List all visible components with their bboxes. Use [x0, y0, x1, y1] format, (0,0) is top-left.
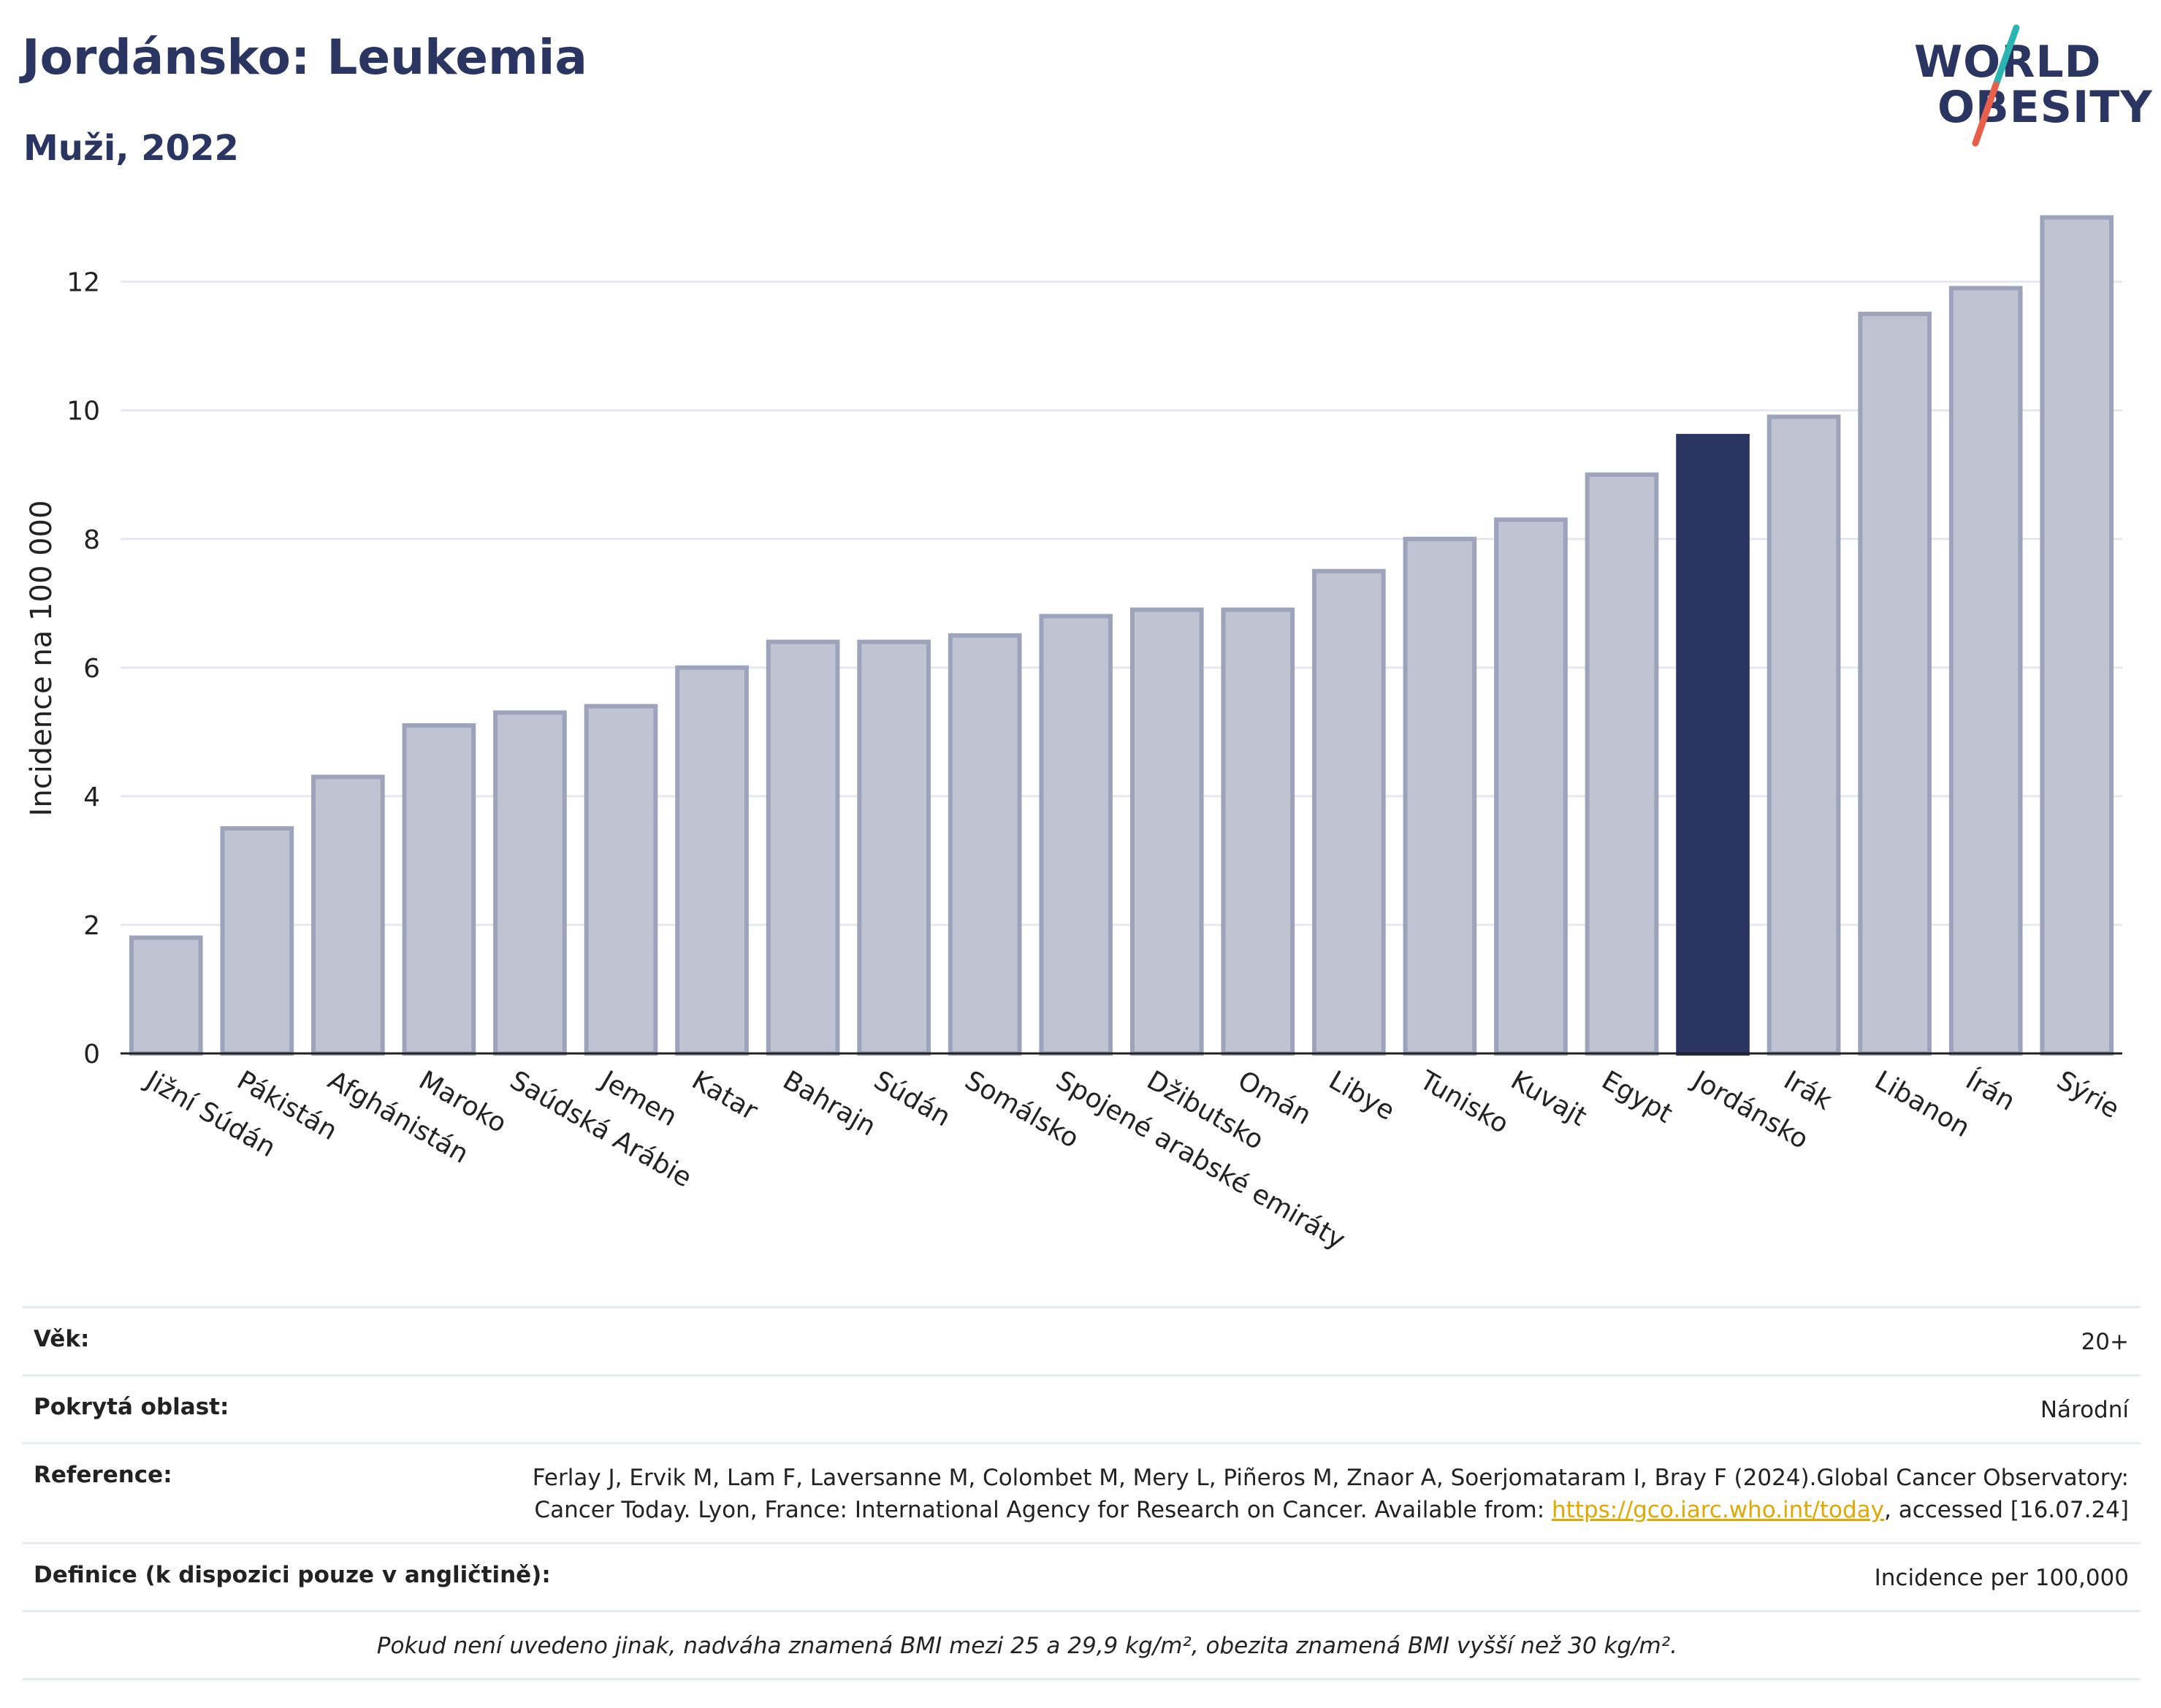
- info-row-area: Pokrytá oblast: Národní: [22, 1374, 2141, 1442]
- bar: [402, 723, 476, 1056]
- bar: [1221, 607, 1295, 1056]
- reference-label: Reference:: [34, 1462, 172, 1488]
- reference-tail: , accessed [16.07.24]: [1883, 1497, 2129, 1523]
- area-value: Národní: [2040, 1397, 2129, 1423]
- bmi-note: Pokud není uvedeno jinak, nadváha znamen…: [376, 1633, 1677, 1659]
- bar: [1948, 286, 2023, 1056]
- bar: [311, 774, 385, 1056]
- info-table: Věk: 20+ Pokrytá oblast: Národní Referen…: [22, 1306, 2141, 1680]
- age-label: Věk:: [34, 1326, 90, 1352]
- bar: [1039, 614, 1113, 1056]
- world-obesity-logo: WORLD OBESITY: [1914, 22, 2152, 153]
- bar: [857, 639, 931, 1056]
- bar: [675, 665, 749, 1056]
- y-tick-label: 2: [83, 911, 100, 941]
- reference-link[interactable]: https://gco.iarc.who.int/today: [1552, 1497, 1884, 1523]
- bar: [1494, 517, 1568, 1056]
- bar: [1858, 311, 1932, 1056]
- x-tick-label: Libanon: [1870, 1065, 1975, 1143]
- bar: [1403, 536, 1477, 1056]
- x-tick-label: Egypt: [1597, 1065, 1677, 1129]
- y-tick-label: 8: [83, 525, 100, 555]
- y-tick-label: 12: [66, 268, 100, 298]
- info-row-age: Věk: 20+: [22, 1306, 2141, 1374]
- bar: [948, 633, 1022, 1056]
- logo-line2: OBESITY: [1937, 82, 2153, 133]
- x-tick-labels: Jižní SúdánPákistánAfghánistánMarokoSaúd…: [140, 1064, 2124, 1255]
- x-tick-label: Írán: [1961, 1064, 2021, 1117]
- x-tick-label: Tunisko: [1414, 1065, 1514, 1140]
- info-row-definition: Definice (k dispozici pouze v angličtině…: [22, 1542, 2141, 1610]
- y-tick-labels: 0 2 4 6 8 10 12: [66, 268, 100, 1070]
- x-tick-label: Bahrajn: [778, 1065, 881, 1142]
- bars: [129, 215, 2114, 1056]
- x-tick-label: Kuvajt: [1506, 1065, 1592, 1132]
- bar: [766, 639, 840, 1056]
- bar: [129, 935, 203, 1056]
- definition-label: Definice (k dispozici pouze v angličtině…: [34, 1562, 551, 1588]
- x-tick-label: Libye: [1324, 1065, 1400, 1126]
- y-axis-label: Incidence na 100 000: [25, 500, 58, 817]
- area-label: Pokrytá oblast:: [34, 1394, 229, 1420]
- age-value: 20+: [2081, 1329, 2129, 1355]
- bar: [1766, 414, 1841, 1056]
- bar: [1585, 472, 1659, 1056]
- bar: [493, 710, 567, 1056]
- bar-highlighted: [1676, 433, 1750, 1056]
- x-tick-label: Katar: [687, 1065, 763, 1126]
- bar: [1129, 607, 1204, 1056]
- page-subtitle: Muži, 2022: [23, 128, 239, 169]
- bar: [2040, 215, 2114, 1056]
- bar-chart: 0 2 4 6 8 10 12 Jižní SúdánPákistánAfghánistán…: [25, 215, 2124, 1256]
- bar: [220, 826, 294, 1056]
- x-tick-label: Súdán: [869, 1065, 956, 1132]
- bar: [1312, 568, 1386, 1056]
- bar: [584, 704, 658, 1056]
- page-title: Jordánsko: Leukemia: [22, 29, 587, 85]
- x-tick-label: Irák: [1779, 1065, 1837, 1116]
- reference-value: Ferlay J, Ervik M, Lam F, Laversanne M, …: [485, 1462, 2129, 1526]
- reference-text: Ferlay J, Ervik M, Lam F, Laversanne M, …: [532, 1465, 2129, 1523]
- y-tick-label: 0: [83, 1040, 100, 1070]
- info-row-reference: Reference: Ferlay J, Ervik M, Lam F, Lav…: [22, 1442, 2141, 1542]
- info-row-note: Pokud není uvedeno jinak, nadváha znamen…: [22, 1610, 2141, 1680]
- definition-value: Incidence per 100,000: [1874, 1565, 2129, 1591]
- y-tick-label: 10: [66, 397, 100, 427]
- y-tick-label: 6: [83, 654, 100, 684]
- logo-slash-icon: [1972, 24, 2020, 147]
- y-tick-label: 4: [83, 782, 100, 812]
- x-tick-label: Sýrie: [2051, 1065, 2124, 1124]
